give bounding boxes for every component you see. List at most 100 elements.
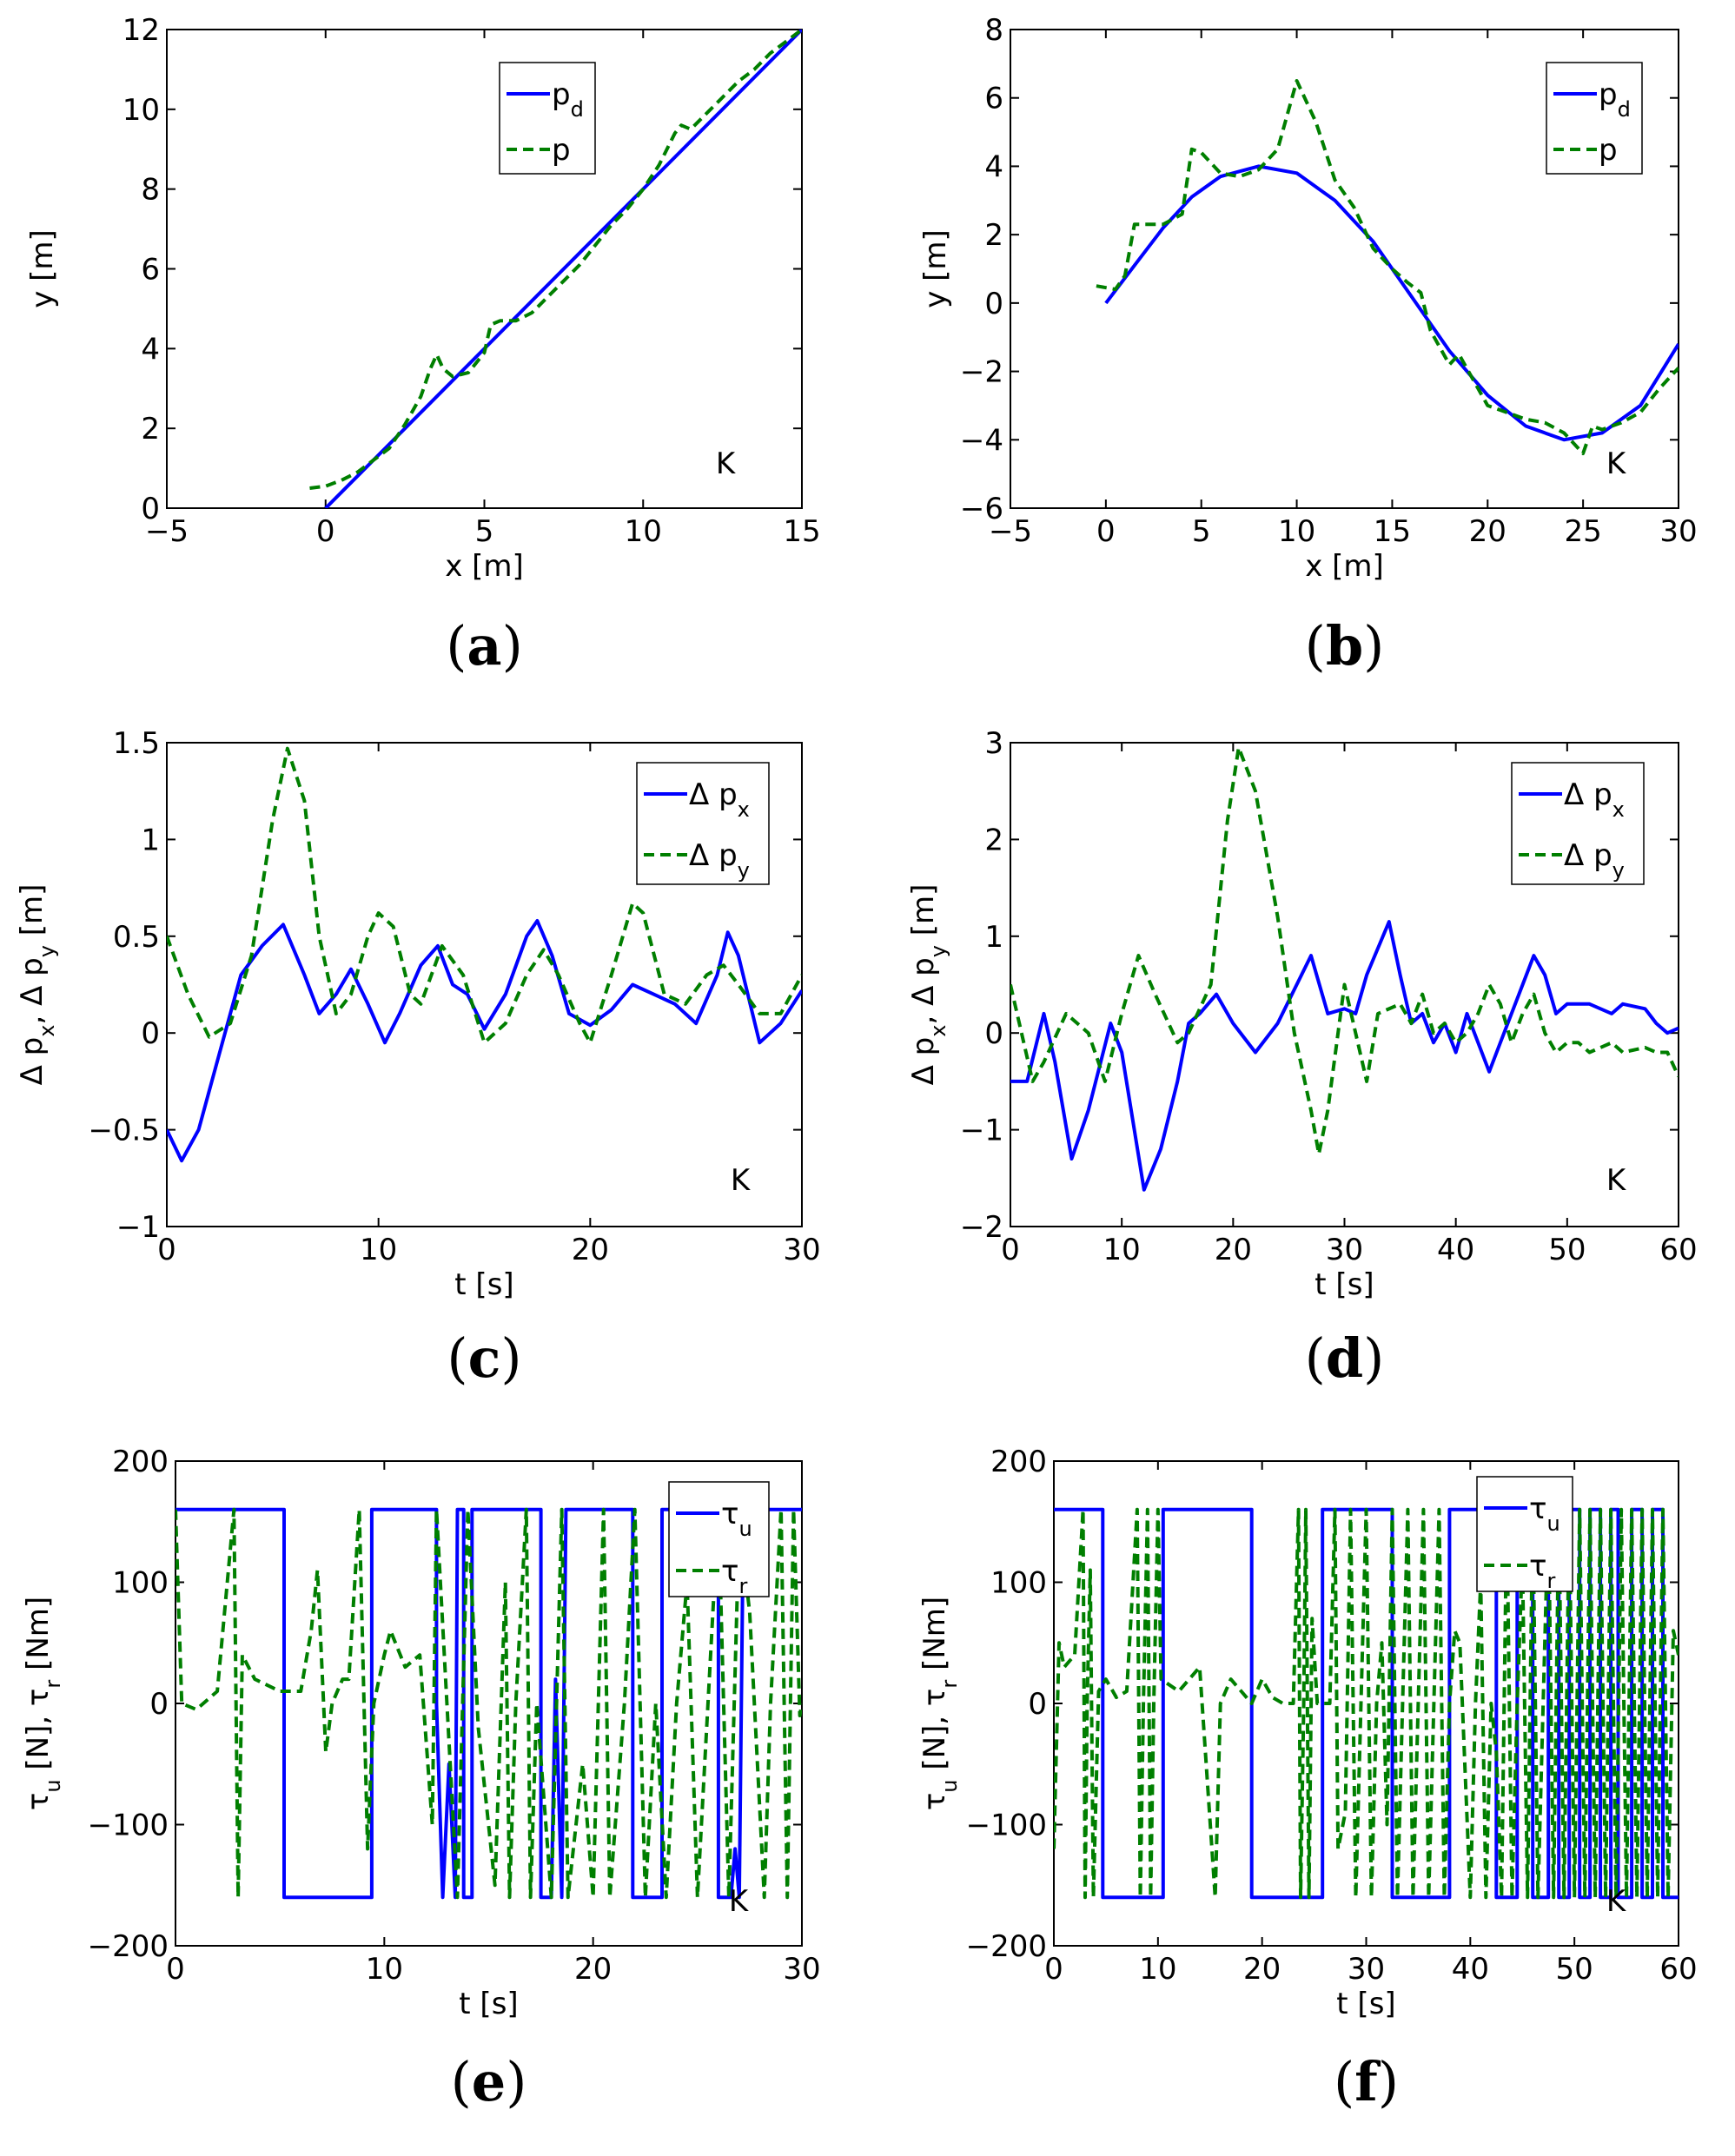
y-axis-label: Δ px, Δ py [m]: [906, 884, 950, 1086]
x-tick-label: 30: [1326, 1233, 1363, 1267]
x-tick-label: 30: [1348, 1952, 1385, 1987]
x-tick-label: 0: [166, 1952, 185, 1987]
y-tick-label: 8: [984, 13, 1003, 48]
y-tick-label: 3: [984, 726, 1003, 761]
x-tick-label: 5: [1192, 514, 1211, 549]
x-axis-label: x [m]: [445, 549, 524, 584]
series-line-actual: [1096, 79, 1679, 455]
y-tick-label: −6: [960, 492, 1003, 526]
y-tick-label: 6: [141, 253, 160, 288]
y-axis-label: τu [N], τr [Nm]: [21, 1597, 65, 1810]
legend-label: τu: [721, 1497, 752, 1541]
legend-label: τr: [721, 1554, 747, 1598]
legend-label: p: [1599, 133, 1618, 168]
x-tick-label: 10: [366, 1952, 403, 1987]
y-tick-label: 0: [141, 492, 160, 526]
legend-label: τu: [1529, 1491, 1560, 1536]
x-axis-label: x [m]: [1305, 549, 1384, 584]
x-axis-label: t [s]: [1336, 1987, 1395, 2021]
legend-box: [636, 762, 770, 885]
x-tick-label: 20: [1243, 1952, 1281, 1987]
y-tick-label: 2: [141, 412, 160, 446]
x-axis-label: t [s]: [459, 1987, 518, 2021]
panel-b: −5 0 5 10 15 20 25 30 −6 −4 −2 0 2 4 6 8 x [m] y [m] pd p K (…: [918, 13, 1698, 678]
series-line-actual: [309, 30, 802, 490]
x-tick-label: 20: [1469, 514, 1507, 549]
panel-caption: (f): [1334, 2050, 1399, 2113]
annotation-k: K: [1606, 446, 1627, 481]
y-tick-label: 100: [990, 1566, 1047, 1601]
annotation-k: K: [729, 1884, 750, 1919]
legend: pd p: [1546, 62, 1643, 175]
y-tick-label: 200: [112, 1445, 169, 1479]
panel-caption: (b): [1305, 614, 1385, 678]
panel-e: 0 10 20 30 −200 −100 0 100 200 t [s] τu [N], τr [N…: [21, 1445, 821, 2113]
y-tick-label: −1: [116, 1210, 160, 1245]
x-tick-label: 40: [1452, 1952, 1489, 1987]
panel-d: 0 10 20 30 40 50 60 −2 −1 0 1 2 3 t [s] Δ px, Δ py [m]…: [906, 726, 1698, 1390]
x-tick-label: 10: [1278, 514, 1315, 549]
series-group: [1054, 1507, 1679, 1900]
x-tick-label: 0: [157, 1233, 176, 1267]
legend-label: pd: [552, 77, 584, 122]
y-tick-label: 0: [984, 287, 1003, 321]
series-line-desired: [1104, 164, 1679, 442]
annotation-k: K: [716, 446, 737, 481]
x-tick-label: 10: [1139, 1952, 1176, 1987]
series-line-actual: [1054, 1507, 1679, 1900]
series-line-actual: [1010, 745, 1679, 1156]
y-tick-label: −100: [966, 1809, 1047, 1843]
legend-label: Δ px: [689, 777, 750, 822]
legend-box: [668, 1481, 770, 1597]
x-tick-label: 0: [1001, 1233, 1020, 1267]
series-group: [1010, 745, 1679, 1192]
x-tick-label: 10: [625, 514, 662, 549]
legend-label: Δ py: [689, 838, 750, 883]
annotation-k: K: [1606, 1163, 1627, 1198]
x-tick-label: 20: [572, 1233, 609, 1267]
axes-frame: [166, 29, 803, 509]
y-axis-label: τu [N], τr [Nm]: [917, 1597, 962, 1810]
legend-label: pd: [1599, 77, 1631, 122]
legend: τu τr: [668, 1481, 770, 1598]
y-tick-label: 12: [123, 13, 160, 48]
legend-label: τr: [1529, 1549, 1555, 1593]
x-tick-label: 30: [1659, 514, 1697, 549]
axes-frame: [1010, 29, 1679, 509]
annotation-k: K: [731, 1163, 752, 1198]
legend-label: p: [552, 133, 571, 168]
x-tick-label: 60: [1659, 1233, 1697, 1267]
legend-box: [1511, 762, 1645, 885]
y-tick-label: −2: [960, 355, 1003, 390]
y-tick-label: 8: [141, 173, 160, 208]
y-tick-label: −4: [960, 423, 1003, 458]
panel-caption: (d): [1305, 1326, 1385, 1390]
x-tick-label: 30: [783, 1233, 820, 1267]
x-axis-label: t [s]: [1314, 1267, 1374, 1302]
y-tick-label: 1: [984, 920, 1003, 955]
y-axis-label: y [m]: [918, 229, 953, 308]
y-tick-label: −2: [960, 1210, 1003, 1245]
y-tick-label: 2: [984, 823, 1003, 857]
x-tick-label: 0: [1096, 514, 1116, 549]
y-tick-label: 0: [141, 1016, 160, 1051]
series-group: [1096, 79, 1679, 455]
y-tick-label: 0: [984, 1016, 1003, 1051]
series-line-desired: [175, 1507, 802, 1900]
y-tick-label: −200: [88, 1929, 169, 1964]
y-tick-label: 1.5: [113, 726, 160, 761]
y-tick-label: −1: [960, 1114, 1003, 1148]
y-tick-label: −200: [966, 1929, 1047, 1964]
legend: Δ px Δ py: [636, 762, 770, 885]
x-tick-label: 20: [1215, 1233, 1252, 1267]
y-tick-label: 1: [141, 823, 160, 857]
panel-c: 0 10 20 30 −1 −0.5 0 0.5 1 1.5 t [s] Δ px, Δ py [m]…: [15, 726, 821, 1390]
y-tick-label: −0.5: [88, 1114, 160, 1148]
legend: Δ px Δ py: [1511, 762, 1645, 885]
y-axis-label: Δ px, Δ py [m]: [15, 884, 59, 1086]
x-tick-label: 5: [475, 514, 494, 549]
x-tick-label: 60: [1659, 1952, 1697, 1987]
x-tick-label: 50: [1556, 1952, 1593, 1987]
axes-frame: [166, 742, 803, 1227]
